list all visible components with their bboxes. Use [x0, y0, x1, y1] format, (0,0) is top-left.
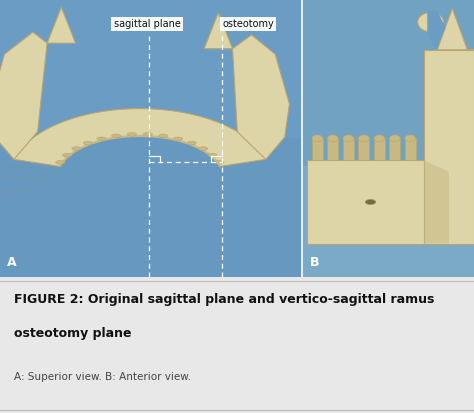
- Ellipse shape: [97, 137, 106, 140]
- Ellipse shape: [343, 135, 354, 142]
- Ellipse shape: [328, 135, 338, 142]
- Ellipse shape: [83, 141, 93, 145]
- Ellipse shape: [56, 161, 65, 164]
- Bar: [312, 138, 323, 161]
- Bar: [405, 138, 416, 161]
- Text: osteotomy plane: osteotomy plane: [14, 327, 132, 340]
- Polygon shape: [438, 8, 474, 50]
- Ellipse shape: [173, 137, 183, 140]
- Ellipse shape: [405, 135, 416, 142]
- Ellipse shape: [365, 199, 376, 204]
- Polygon shape: [14, 109, 266, 166]
- Polygon shape: [427, 11, 446, 50]
- Bar: [0, 0, 302, 277]
- Bar: [302, 0, 474, 166]
- Ellipse shape: [112, 134, 121, 138]
- Ellipse shape: [312, 135, 323, 142]
- Ellipse shape: [358, 135, 369, 142]
- Text: osteotomy: osteotomy: [222, 19, 274, 29]
- Polygon shape: [233, 35, 290, 159]
- Ellipse shape: [187, 141, 196, 145]
- FancyArrowPatch shape: [3, 174, 54, 180]
- Polygon shape: [47, 7, 75, 43]
- Polygon shape: [424, 50, 474, 244]
- Text: A: A: [7, 256, 17, 268]
- Ellipse shape: [208, 153, 217, 157]
- Ellipse shape: [418, 12, 444, 32]
- Bar: [302, 0, 474, 277]
- Bar: [343, 138, 354, 161]
- Text: sagittal plane: sagittal plane: [113, 19, 181, 29]
- FancyArrowPatch shape: [3, 180, 54, 193]
- Ellipse shape: [390, 135, 400, 142]
- Bar: [389, 138, 400, 161]
- Text: FIGURE 2: Original sagittal plane and vertico-sagittal ramus: FIGURE 2: Original sagittal plane and ve…: [14, 293, 435, 306]
- Ellipse shape: [143, 133, 153, 136]
- Ellipse shape: [215, 161, 224, 164]
- Bar: [0, 138, 302, 277]
- Polygon shape: [307, 161, 449, 244]
- FancyArrowPatch shape: [3, 166, 54, 169]
- Ellipse shape: [127, 133, 137, 136]
- Ellipse shape: [374, 135, 385, 142]
- Ellipse shape: [63, 153, 72, 157]
- Polygon shape: [204, 13, 233, 49]
- Bar: [328, 138, 338, 161]
- Text: B: B: [310, 256, 319, 268]
- Text: A: Superior view. B: Anterior view.: A: Superior view. B: Anterior view.: [14, 372, 191, 382]
- Polygon shape: [424, 161, 449, 244]
- Ellipse shape: [72, 147, 81, 150]
- Polygon shape: [0, 32, 47, 159]
- Bar: [374, 138, 385, 161]
- Ellipse shape: [159, 134, 168, 138]
- Ellipse shape: [199, 147, 208, 150]
- Bar: [358, 138, 369, 161]
